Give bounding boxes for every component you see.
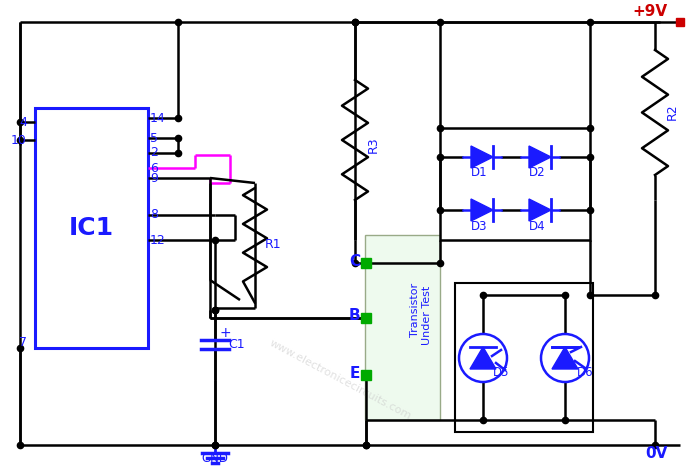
Text: B: B: [349, 308, 360, 322]
Text: +9V: +9V: [633, 5, 668, 20]
Text: 7: 7: [19, 336, 27, 349]
Text: R1: R1: [265, 239, 281, 252]
Text: D5: D5: [493, 365, 510, 378]
Text: D1: D1: [470, 166, 487, 179]
Text: D4: D4: [528, 219, 545, 233]
Polygon shape: [471, 199, 493, 221]
Text: 14: 14: [150, 111, 166, 124]
Bar: [35, 108, 148, 348]
Text: D3: D3: [470, 219, 487, 233]
Text: Transistor: Transistor: [410, 283, 420, 337]
Text: R3: R3: [367, 137, 379, 153]
Text: D2: D2: [528, 166, 545, 179]
Text: C: C: [349, 254, 360, 269]
Text: 9: 9: [150, 171, 158, 185]
Text: 5: 5: [150, 131, 158, 144]
Text: 12: 12: [150, 233, 166, 247]
Text: D6: D6: [577, 365, 594, 378]
Polygon shape: [471, 146, 493, 168]
Text: 2: 2: [150, 146, 158, 159]
Text: C1: C1: [229, 337, 245, 350]
Bar: [455, 283, 593, 432]
Text: +: +: [219, 326, 231, 340]
Text: www.electronicecircuits.com: www.electronicecircuits.com: [267, 338, 413, 422]
Bar: [365, 235, 440, 420]
Polygon shape: [529, 146, 551, 168]
Text: 6: 6: [150, 162, 158, 174]
Text: GND: GND: [202, 452, 228, 465]
Text: 4: 4: [19, 116, 27, 129]
Text: 10: 10: [11, 133, 27, 146]
Text: IC1: IC1: [69, 216, 113, 240]
Polygon shape: [529, 199, 551, 221]
Text: R2: R2: [666, 104, 678, 120]
Text: Under Test: Under Test: [422, 285, 432, 345]
Polygon shape: [552, 347, 578, 369]
Text: E: E: [349, 365, 360, 381]
Bar: [440, 128, 590, 240]
Text: 8: 8: [150, 208, 158, 221]
Text: 0V: 0V: [645, 445, 668, 460]
Polygon shape: [470, 347, 496, 369]
